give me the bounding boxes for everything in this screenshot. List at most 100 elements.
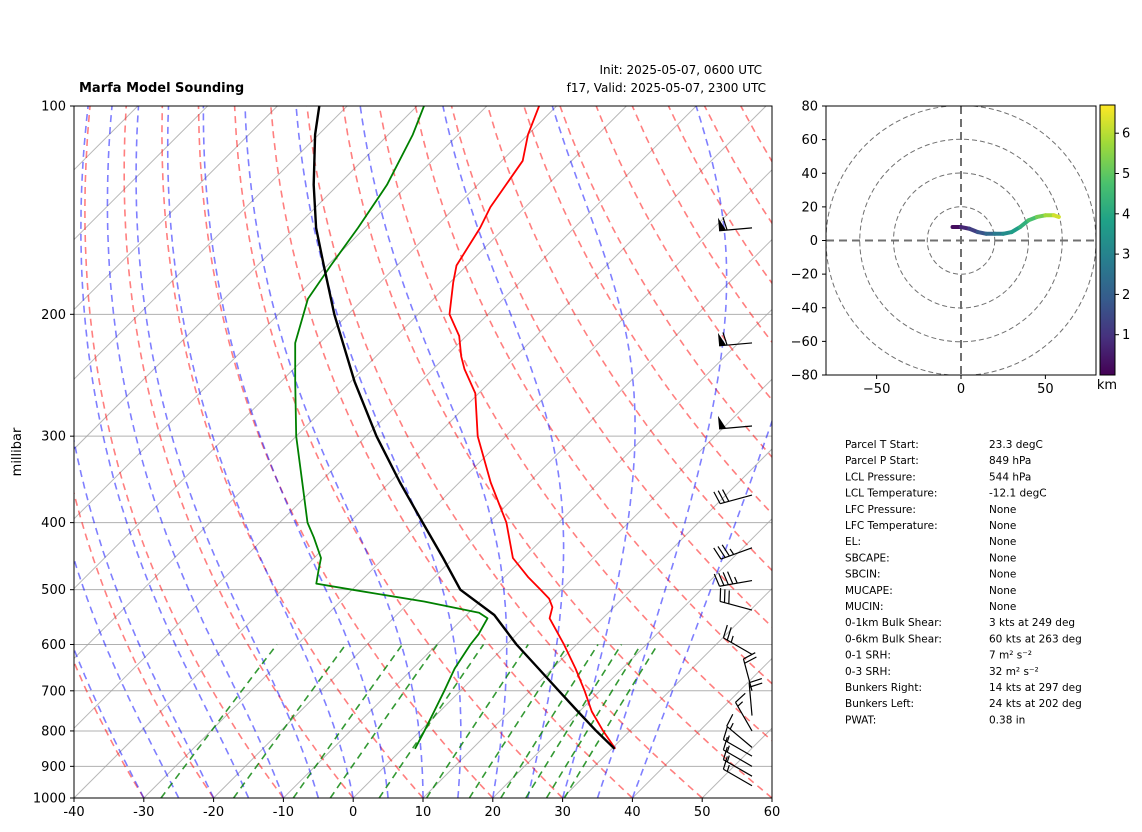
y-tick-label: 300	[41, 430, 66, 445]
wind-barb	[722, 624, 753, 655]
wind-barb	[726, 714, 753, 748]
barb-full	[718, 572, 725, 586]
hodograph-ring	[926, 206, 996, 275]
dewpoint-profile	[294, 106, 489, 750]
stat-value: 3 kts at 249 deg	[989, 617, 1075, 629]
isotherm	[422, 448, 772, 798]
hodo-y-tick-label: −20	[791, 268, 818, 283]
barb-full	[722, 217, 728, 231]
stat-label: EL:	[845, 536, 861, 548]
barb-half	[729, 548, 735, 555]
isotherm	[143, 169, 772, 798]
barb-staff	[719, 579, 753, 587]
x-tick-label: 40	[624, 805, 641, 820]
dry-adiabat	[74, 490, 215, 798]
barb-staff	[719, 600, 753, 611]
isotherm	[632, 657, 772, 798]
x-tick-label: 20	[485, 805, 502, 820]
dry-adiabat	[84, 106, 285, 798]
hodo-y-tick-label: 60	[801, 133, 818, 148]
stat-value: 23.3 degC	[989, 439, 1043, 451]
mixing-ratio-line	[563, 644, 659, 798]
mixing-ratio-line	[525, 644, 623, 798]
barb-flag	[717, 332, 727, 346]
x-tick-label: 30	[554, 805, 571, 820]
wind-barb	[717, 332, 753, 347]
stat-label: Parcel T Start:	[845, 439, 919, 451]
y-tick-label: 600	[41, 638, 66, 653]
barb-full	[722, 624, 728, 639]
stat-value: 544 hPa	[989, 471, 1031, 483]
barb-staff	[719, 494, 753, 505]
hodograph-segment	[1051, 213, 1061, 219]
isotherm	[771, 797, 772, 798]
barb-staff	[723, 637, 753, 655]
hodo-x-tick-label: 50	[1037, 382, 1054, 397]
colorbar-tick-label: 1	[1122, 328, 1130, 343]
init-time: Init: 2025-05-07, 0600 UTC	[599, 63, 762, 77]
valid-time: f17, Valid: 2025-05-07, 2300 UTC	[567, 81, 766, 95]
barb-full	[722, 572, 729, 585]
barb-staff	[726, 725, 753, 748]
stat-label: MUCIN:	[845, 601, 884, 613]
stat-label: 0-1km Bulk Shear:	[845, 617, 942, 629]
skewt-profiles	[294, 106, 617, 750]
barb-half	[729, 722, 734, 730]
colorbar-tick-label: 2	[1122, 288, 1130, 303]
moist-adiabat	[295, 106, 462, 798]
dry-adiabat	[703, 106, 772, 225]
mixing-ratio-line	[378, 644, 485, 798]
barb-full	[735, 692, 746, 703]
isotherm	[74, 106, 488, 520]
x-tick-label: -10	[273, 805, 294, 820]
chart-title: Marfa Model Sounding	[79, 81, 244, 96]
wind-barb	[748, 677, 763, 716]
stat-value: None	[989, 536, 1016, 548]
moist-adiabat	[74, 437, 215, 798]
barb-full	[717, 546, 726, 558]
moist-adiabat	[80, 106, 250, 798]
stat-value: 32 m² s⁻²	[989, 666, 1039, 678]
stat-value: None	[989, 504, 1016, 516]
barb-full	[722, 736, 728, 751]
moist-adiabat	[442, 106, 565, 798]
y-tick-label: 500	[41, 583, 66, 598]
dry-adiabat	[631, 106, 772, 344]
x-tick-label: 50	[694, 805, 711, 820]
mixing-ratio-line	[329, 644, 438, 798]
barb-half	[734, 576, 738, 584]
wind-barb	[722, 746, 753, 777]
stats-table: Parcel T Start: 23.3 degC Parcel P Start: 8…	[845, 439, 1082, 726]
x-tick-label: 10	[415, 805, 432, 820]
dry-adiabat	[523, 106, 772, 515]
moist-adiabat	[202, 106, 389, 798]
stat-label: MUCAPE:	[845, 585, 893, 597]
stat-value: -12.1 degC	[989, 488, 1047, 500]
y-tick-label: 900	[41, 760, 66, 775]
moist-adiabat	[74, 647, 145, 798]
wind-barb	[713, 489, 753, 505]
isotherm	[562, 587, 772, 798]
isotherm	[492, 518, 772, 798]
dry-adiabat	[450, 106, 772, 628]
isotherm	[283, 308, 772, 798]
wind-barb	[722, 726, 753, 757]
wind-barb	[734, 692, 753, 732]
barb-full	[749, 682, 763, 688]
stat-label: PWAT:	[845, 714, 876, 726]
wind-barb	[713, 544, 753, 560]
hodograph-trace	[950, 213, 1061, 236]
dry-adiabat	[849, 106, 1142, 798]
moist-adiabat	[135, 106, 320, 798]
dry-adiabat	[559, 106, 772, 459]
y-tick-label: 800	[41, 724, 66, 739]
barb-full	[726, 627, 732, 641]
stat-label: 0-3 SRH:	[845, 666, 891, 678]
mixing-ratio-line	[500, 644, 599, 798]
dry-adiabat	[667, 106, 772, 285]
stat-value: None	[989, 520, 1016, 532]
isotherm	[74, 106, 208, 241]
x-tick-label: 60	[764, 805, 781, 820]
colorbar-tick-label: 5	[1122, 167, 1130, 182]
colorbar-tick-label: 3	[1122, 248, 1130, 263]
